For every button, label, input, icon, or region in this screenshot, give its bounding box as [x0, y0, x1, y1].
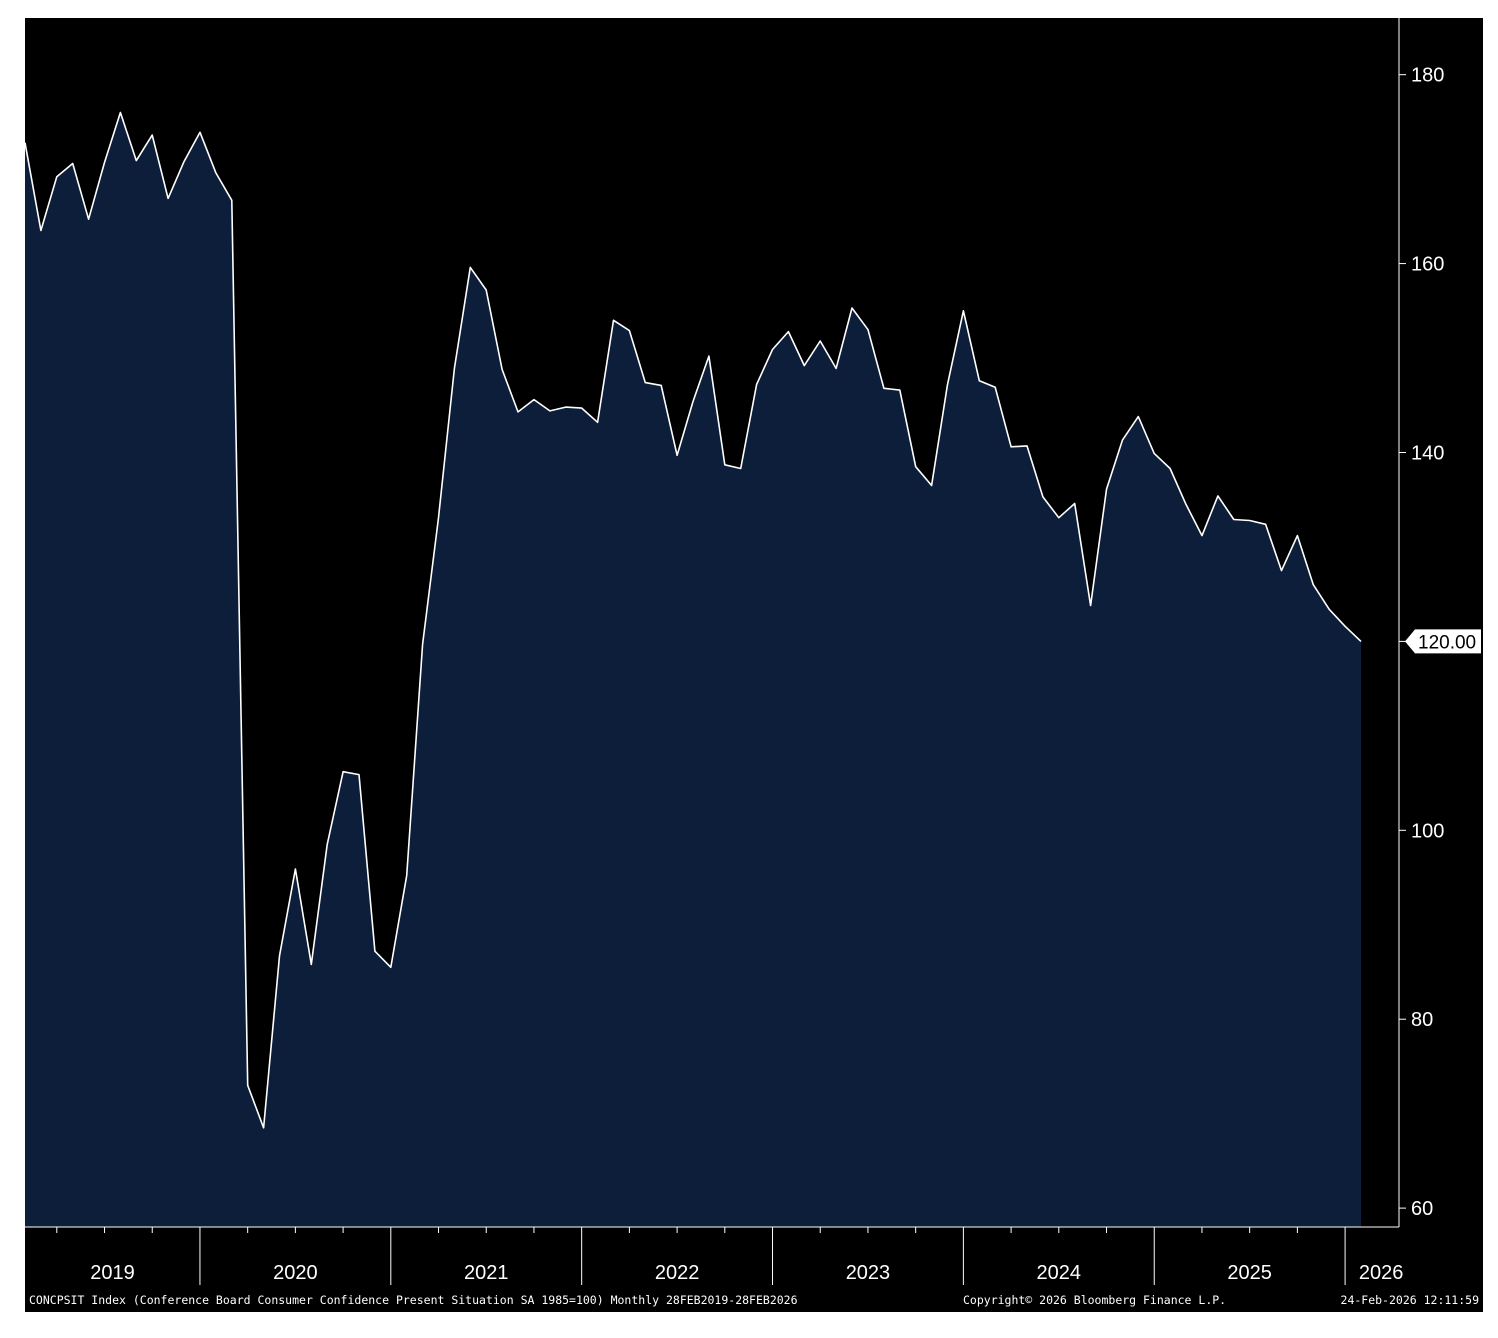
series-description: CONCPSIT Index (Conference Board Consume… — [29, 1293, 798, 1307]
series-line — [25, 111, 1362, 1129]
x-year-label: 2020 — [273, 1262, 318, 1284]
copyright-notice: Copyright© 2026 Bloomberg Finance L.P. — [963, 1293, 1227, 1307]
x-year-label: 2024 — [1037, 1262, 1082, 1284]
series-area — [25, 112, 1361, 1227]
timestamp: 24-Feb-2026 12:11:59 — [1340, 1293, 1479, 1307]
y-tick-label: 80 — [1411, 1009, 1433, 1031]
x-year-label: 2025 — [1227, 1262, 1272, 1284]
x-year-label: 2022 — [655, 1262, 700, 1284]
x-year-label: 2026 — [1359, 1262, 1404, 1284]
y-tick-label: 180 — [1411, 65, 1444, 87]
last-value-label: 120.00 — [1418, 632, 1476, 653]
chart-panel: 1801601401201008060 20192020202120222023… — [25, 18, 1483, 1312]
y-tick-label: 160 — [1411, 254, 1444, 276]
y-tick-label: 100 — [1411, 820, 1444, 842]
y-tick-label: 60 — [1411, 1198, 1433, 1220]
x-year-label: 2023 — [846, 1262, 891, 1284]
area-chart: 1801601401201008060 20192020202120222023… — [25, 18, 1481, 1285]
x-year-label: 2019 — [90, 1262, 135, 1284]
last-value-marker — [1405, 629, 1481, 654]
x-year-label: 2021 — [464, 1262, 509, 1284]
y-tick-label: 140 — [1411, 442, 1444, 464]
